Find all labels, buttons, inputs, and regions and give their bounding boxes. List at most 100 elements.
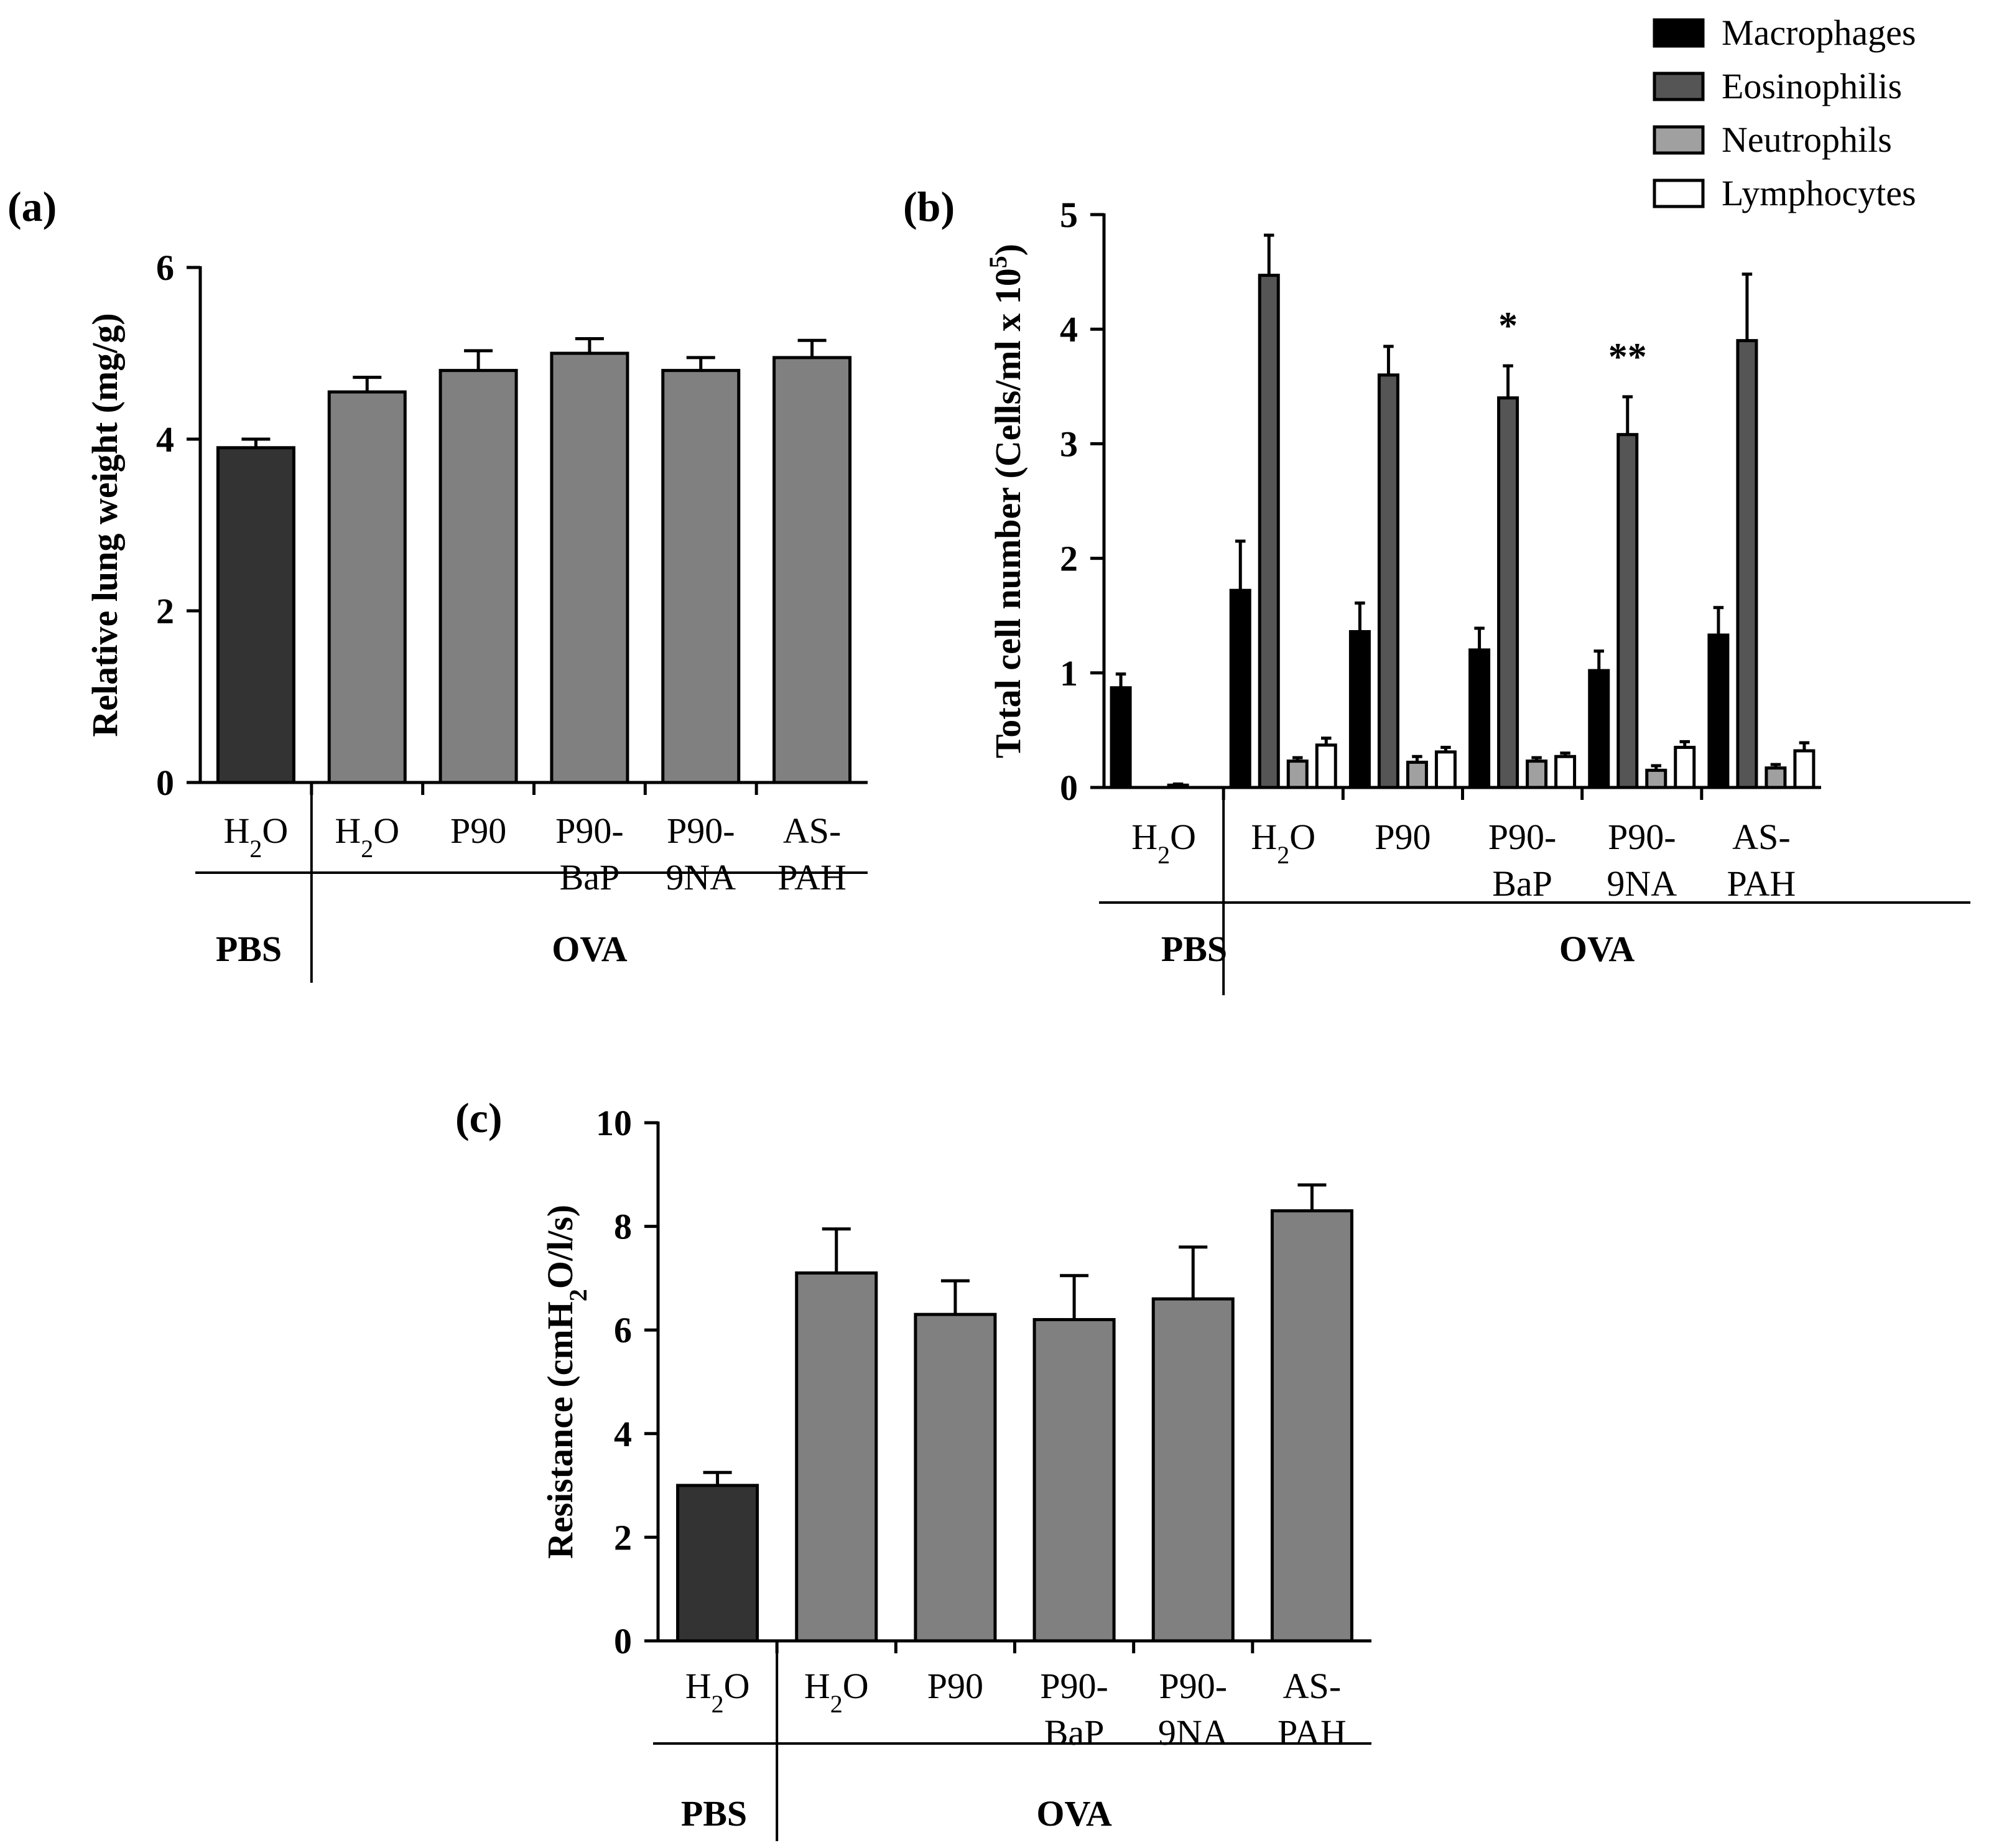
x-tick-label-sub: 2 xyxy=(712,1690,724,1718)
y-tick-label: 2 xyxy=(156,591,174,631)
x-tick-label: H2O xyxy=(335,810,399,863)
bar-eosinophilis xyxy=(1616,433,1639,789)
bar-lymphocytes xyxy=(1793,749,1816,789)
x-tick-label-tail: O xyxy=(1170,817,1196,857)
y-tick-label: 1 xyxy=(1060,653,1078,694)
legend-label: Eosinophilis xyxy=(1722,66,1902,106)
x-tick-label: H2O xyxy=(1251,817,1315,869)
x-tick-label: H2O xyxy=(224,810,289,863)
x-tick-label: H2O xyxy=(804,1666,869,1718)
x-tick-label: H2O xyxy=(685,1666,750,1718)
panel-label: (b) xyxy=(903,183,955,230)
y-axis-label-sub: 2 xyxy=(564,1289,592,1301)
bar-eosinophilis xyxy=(1736,339,1758,789)
group-label-ova: OVA xyxy=(1036,1793,1112,1834)
legend-swatch-neutrophils xyxy=(1653,125,1705,155)
group-label-ova: OVA xyxy=(1559,929,1635,969)
x-tick-label: AS- xyxy=(783,810,841,851)
bar-eosinophilis xyxy=(1497,396,1519,789)
significance-marker: * xyxy=(1498,305,1518,347)
y-tick-label: 0 xyxy=(1060,768,1078,808)
bar xyxy=(676,1484,759,1643)
x-tick-label-line2: PAH xyxy=(777,857,846,898)
y-axis-label: Relative lung weight (mg/g) xyxy=(85,313,125,736)
x-tick-label-line2: BaP xyxy=(560,857,620,898)
x-tick-label: H2O xyxy=(1131,817,1196,869)
bar-neutrophils xyxy=(1765,766,1787,789)
bar-eosinophilis xyxy=(1258,274,1280,789)
y-tick-label: 2 xyxy=(614,1517,632,1558)
panel-label: (c) xyxy=(455,1094,502,1141)
bar xyxy=(772,356,852,784)
bar-lymphocytes xyxy=(1554,755,1577,789)
x-tick-label-text: H xyxy=(804,1666,830,1706)
x-tick-label-text: P90- xyxy=(667,810,735,851)
y-tick-label: 6 xyxy=(156,248,174,288)
panel-a-chart: (a) 0 2 4 6 Relative lung weight (mg/g) H2O H2O… xyxy=(7,183,868,983)
bar-macrophages xyxy=(1707,633,1730,789)
bar-macrophages xyxy=(1588,669,1610,789)
bar xyxy=(327,390,407,784)
x-tick-label-text: P90- xyxy=(1488,817,1557,857)
y-tick-label: 0 xyxy=(156,763,174,803)
bar-neutrophils xyxy=(1406,760,1428,789)
x-tick-label: P90 xyxy=(927,1666,983,1706)
x-tick-label-tail: O xyxy=(843,1666,869,1706)
bar-neutrophils xyxy=(1645,768,1667,789)
y-axis-label-text: Relative lung weight (mg/g) xyxy=(85,313,125,736)
x-tick-label: P90 xyxy=(450,810,506,851)
group-label-pbs: PBS xyxy=(1161,929,1227,969)
bar xyxy=(795,1271,878,1643)
bar-macrophages xyxy=(1110,686,1132,789)
legend-label: Neutrophils xyxy=(1722,119,1892,160)
y-axis-label-text: Total cell number (Cells/ml x 10 xyxy=(988,268,1028,758)
bar-eosinophilis xyxy=(1377,373,1399,789)
significance-marker: ** xyxy=(1608,336,1647,378)
x-tick-label-line2: 9NA xyxy=(1607,863,1677,904)
x-tick-label-text: H xyxy=(224,810,250,851)
bar xyxy=(438,369,518,784)
x-tick-label-sub: 2 xyxy=(1277,841,1289,869)
y-tick-label: 5 xyxy=(1060,195,1078,235)
x-tick-label-text: P90 xyxy=(1375,817,1431,857)
x-tick-label-text: H xyxy=(1251,817,1277,857)
y-tick-label: 2 xyxy=(1060,539,1078,579)
bar xyxy=(914,1312,997,1643)
panel-label: (a) xyxy=(7,183,57,230)
y-axis-label-text: Resistance (cmH xyxy=(540,1301,580,1559)
x-tick-label-text: H xyxy=(335,810,361,851)
x-tick-label: P90- xyxy=(555,810,624,851)
x-tick-label-line2: 9NA xyxy=(1158,1712,1228,1753)
x-tick-label: P90- xyxy=(1159,1666,1227,1706)
x-tick-label-text: P90 xyxy=(927,1666,983,1706)
y-tick-label: 0 xyxy=(614,1621,632,1661)
bar-macrophages xyxy=(1229,588,1251,789)
legend-swatch-lymphocytes xyxy=(1653,179,1705,208)
bar-macrophages xyxy=(1468,648,1491,789)
y-tick-label: 3 xyxy=(1060,424,1078,464)
bar xyxy=(1270,1209,1353,1643)
y-tick-label: 4 xyxy=(614,1414,632,1454)
x-tick-label-text: P90- xyxy=(1159,1666,1227,1706)
bar-macrophages xyxy=(1348,629,1371,789)
x-tick-label-line2: PAH xyxy=(1727,863,1796,904)
x-tick-label: AS- xyxy=(1283,1666,1341,1706)
x-tick-label-text: AS- xyxy=(783,810,841,851)
y-tick-label: 4 xyxy=(156,419,174,460)
y-axis-label: Total cell number (Cells/ml x 105) xyxy=(984,244,1029,758)
x-tick-label-text: H xyxy=(685,1666,712,1706)
x-tick-label-line2: BaP xyxy=(1044,1712,1105,1753)
y-tick-label: 10 xyxy=(596,1103,632,1143)
x-tick-label-tail: O xyxy=(724,1666,750,1706)
x-tick-label-text: P90- xyxy=(555,810,624,851)
x-tick-label-tail: O xyxy=(1289,817,1315,857)
bar xyxy=(216,446,295,784)
y-axis-label-sup: 5 xyxy=(984,256,1012,268)
legend-label: Macrophages xyxy=(1722,12,1916,53)
x-tick-label-tail: O xyxy=(262,810,288,851)
x-tick-label-line2: 9NA xyxy=(666,857,736,898)
x-tick-label-text: H xyxy=(1131,817,1157,857)
